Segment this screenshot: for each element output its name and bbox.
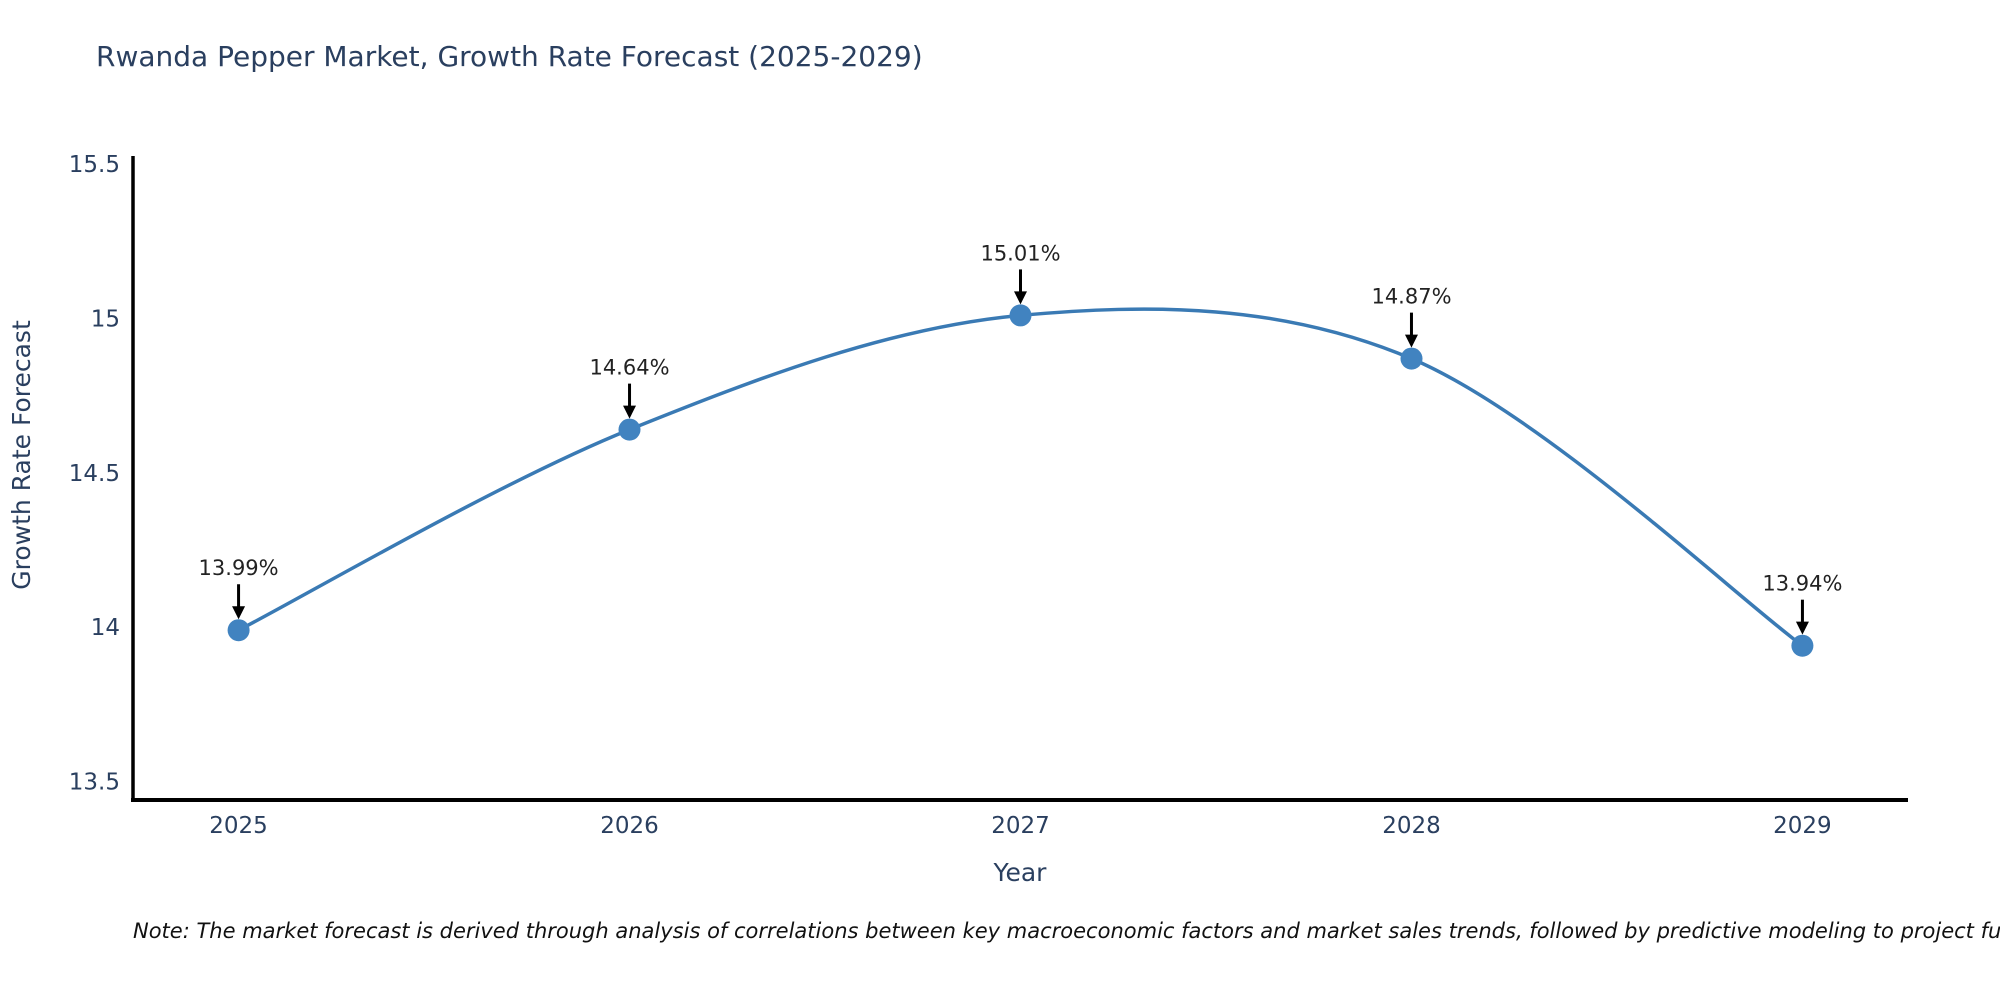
x-tick-label: 2026 xyxy=(600,813,659,839)
data-point-marker xyxy=(1791,634,1814,657)
data-point-marker xyxy=(618,418,641,441)
axis-tick-labels: 13.5 14 14.5 15 15.5 2025 2026 2027 2028 2029 xyxy=(69,152,1832,839)
annotations-group: 13.99% 14.64% 15.01% 14.87% 13.94% xyxy=(199,241,1842,635)
annotation-arrowhead xyxy=(232,606,246,620)
y-axis-title: Growth Rate Forecast xyxy=(7,320,36,590)
x-axis-title: Year xyxy=(993,858,1048,887)
x-tick-label: 2029 xyxy=(1773,813,1832,839)
series-line xyxy=(236,307,1805,648)
y-tick-label: 13.5 xyxy=(69,769,120,795)
footnote: Note: The market forecast is derived thr… xyxy=(133,919,2000,943)
point-annotation-label: 14.87% xyxy=(1371,285,1451,309)
x-tick-label: 2025 xyxy=(209,813,268,839)
annotation-arrowhead xyxy=(1795,621,1809,635)
data-point-marker xyxy=(1400,347,1423,370)
point-annotation-label: 13.94% xyxy=(1762,572,1842,596)
y-tick-label: 14 xyxy=(91,615,120,641)
annotation-arrowhead xyxy=(623,405,637,419)
y-tick-label: 14.5 xyxy=(69,461,120,487)
data-point-marker xyxy=(227,619,250,642)
chart-title: Rwanda Pepper Market, Growth Rate Foreca… xyxy=(96,40,923,73)
annotation-arrowhead xyxy=(1014,291,1027,305)
data-point-marker xyxy=(1009,304,1032,327)
x-tick-label: 2028 xyxy=(1382,813,1441,839)
series-group xyxy=(227,304,1814,657)
point-annotation-label: 15.01% xyxy=(980,241,1060,265)
y-tick-label: 15 xyxy=(91,307,120,333)
point-annotation-label: 14.64% xyxy=(589,356,669,380)
x-tick-label: 2027 xyxy=(991,813,1050,839)
point-annotation-label: 13.99% xyxy=(199,556,279,580)
annotation-arrowhead xyxy=(1404,334,1418,348)
y-tick-label: 15.5 xyxy=(69,152,120,178)
